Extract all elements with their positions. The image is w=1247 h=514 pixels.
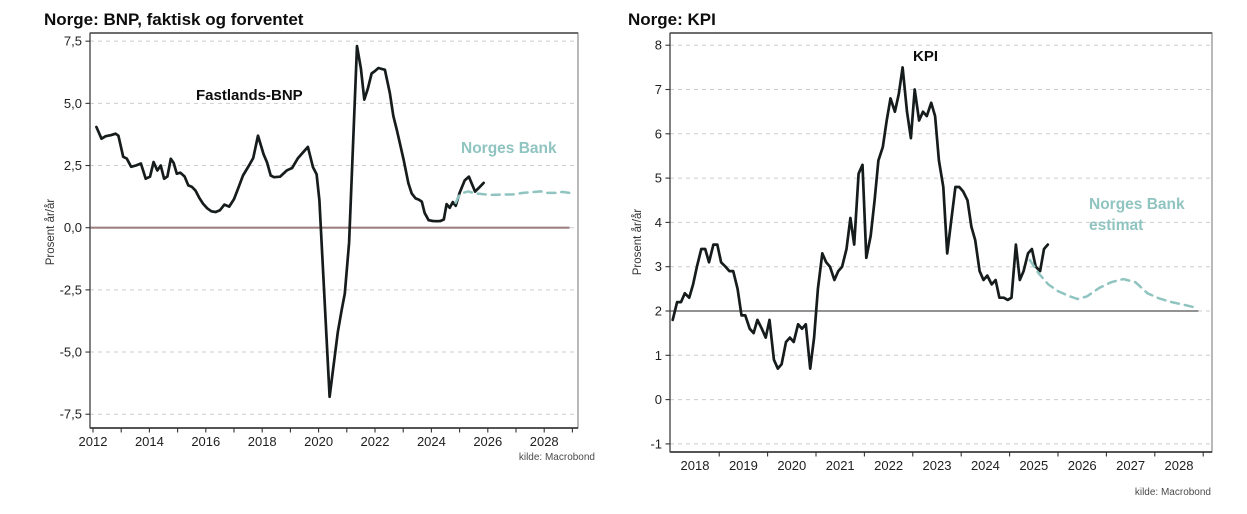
y-tick-label: 5	[655, 171, 662, 186]
x-tick-label: 2018	[248, 434, 277, 449]
y-tick-label: -1	[650, 436, 662, 451]
x-tick-label: 2019	[729, 458, 758, 473]
fastlands-bnp-label: Fastlands-BNP	[196, 87, 303, 104]
x-tick-label: 2028	[1165, 458, 1194, 473]
y-tick-label: 2,5	[64, 158, 82, 173]
x-tick-label: 2016	[191, 434, 220, 449]
y-tick-label: 3	[655, 259, 662, 274]
x-tick-label: 2024	[971, 458, 1000, 473]
x-tick-label: 2023	[923, 458, 952, 473]
x-tick-label: 2022	[874, 458, 903, 473]
right-chart: 2018 2019 2020 2021 2022 2023 2024 2025 2026 2027…	[632, 32, 1213, 473]
norges-bank-forecast-line	[454, 190, 571, 205]
x-tick-label: 2027	[1116, 458, 1145, 473]
x-tick-label: 2026	[1068, 458, 1097, 473]
kpi-line	[671, 66, 1050, 370]
y-tick-label: 6	[655, 126, 662, 141]
right-chart-source: kilde: Macrobond	[1134, 487, 1211, 498]
left-chart: 2012 2014 2016 2018 2020 2022 2024 2026 2028 7,5 5…	[45, 32, 579, 449]
x-tick-label: 2022	[361, 434, 390, 449]
y-tick-label: 7,5	[64, 34, 82, 49]
y-tick-label: 7	[655, 82, 662, 97]
y-tick-label: 2	[655, 304, 662, 319]
y-tick-label: 1	[655, 348, 662, 363]
fastlands-bnp-line	[95, 44, 485, 399]
norges-bank-estimat-line	[1028, 258, 1199, 310]
x-tick-label: 2020	[777, 458, 806, 473]
y-tick-label: 0	[655, 392, 662, 407]
y-axis-title: Prosent år/år	[632, 209, 644, 276]
x-tick-label: 2020	[304, 434, 333, 449]
y-tick-label: -7,5	[60, 407, 82, 422]
y-tick-label: 0,0	[64, 220, 82, 235]
y-axis-title: Prosent år/år	[45, 199, 57, 266]
norges-bank-label: Norges Bank	[461, 140, 557, 157]
y-tick-label: 4	[655, 215, 662, 230]
y-tick-label: 5,0	[64, 96, 82, 111]
x-tick-label: 2018	[681, 458, 710, 473]
y-tick-label: 8	[655, 38, 662, 53]
y-tick-label: -2,5	[60, 282, 82, 297]
norges-bank-estimat-label-line2: estimat	[1089, 217, 1143, 234]
x-tick-label: 2025	[1019, 458, 1048, 473]
x-tick-label: 2026	[473, 434, 502, 449]
right-chart-title: Norge: KPI	[628, 10, 716, 29]
left-chart-title: Norge: BNP, faktisk og forventet	[44, 10, 304, 29]
kpi-label: KPI	[913, 48, 938, 65]
x-tick-label: 2021	[826, 458, 855, 473]
norges-bank-estimat-label-line1: Norges Bank	[1089, 196, 1185, 213]
left-chart-source: kilde: Macrobond	[518, 452, 595, 463]
plot-frame	[669, 32, 1213, 453]
x-tick-label: 2028	[530, 434, 559, 449]
x-tick-label: 2024	[417, 434, 446, 449]
x-tick-label: 2014	[135, 434, 164, 449]
x-tick-label: 2012	[79, 434, 108, 449]
y-tick-label: -5,0	[60, 345, 82, 360]
